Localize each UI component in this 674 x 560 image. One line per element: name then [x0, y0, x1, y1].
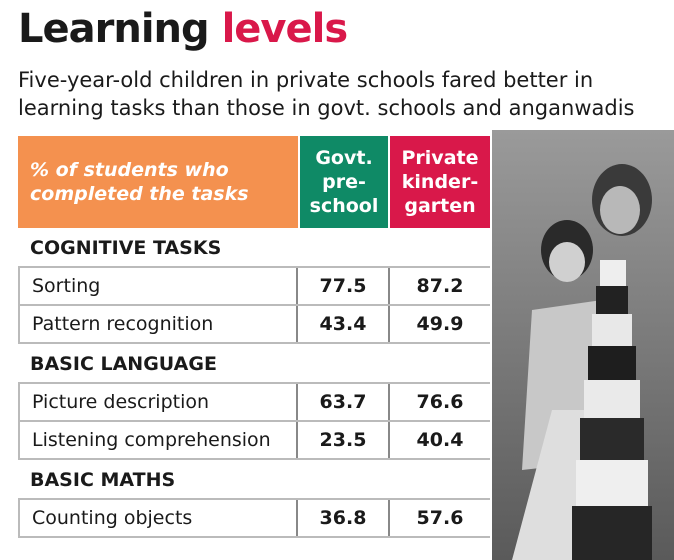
table-row: Listening comprehension 23.5 40.4	[18, 422, 490, 460]
row-label: Pattern recognition	[18, 306, 298, 342]
table-row: Pattern recognition 43.4 49.9	[18, 306, 490, 344]
table-row: Picture description 63.7 76.6	[18, 384, 490, 422]
row-label: Counting objects	[18, 500, 298, 536]
value-cell: 23.5	[298, 422, 390, 458]
header-row: % of students who completed the tasks Govt…	[18, 136, 490, 228]
value-cell: 63.7	[298, 384, 390, 420]
header-line: Govt.	[315, 147, 373, 169]
value-cell: 40.4	[416, 429, 464, 451]
header-line: kinder-	[401, 171, 479, 193]
header-line: % of students who	[30, 159, 229, 181]
column-header: % of students who completed the tasks	[18, 136, 298, 228]
column-header: Govt. pre-school	[300, 136, 388, 228]
table-row: Sorting 77.5 87.2	[18, 268, 490, 306]
value-cell: 49.9	[416, 313, 464, 335]
column-header: Private kinder-garten	[390, 136, 490, 228]
section-title: COGNITIVE TASKS	[18, 228, 490, 268]
table: % of students who completed the tasks Govt…	[18, 136, 490, 538]
table-row: Counting objects 36.8 57.6	[18, 500, 490, 538]
photo	[492, 130, 674, 560]
header-line: pre-	[322, 171, 366, 193]
header-line: Private	[401, 147, 479, 169]
section-title: BASIC LANGUAGE	[18, 344, 490, 384]
title-word: Learning	[18, 6, 210, 52]
value-cell: 77.5	[298, 268, 390, 304]
row-label: Sorting	[18, 268, 298, 304]
row-label: Listening comprehension	[18, 422, 298, 458]
value-cell: 76.6	[416, 391, 464, 413]
title: Learning levels	[18, 6, 349, 52]
value-cell: 87.2	[416, 275, 464, 297]
subtitle: Five-year-old children in private school…	[18, 68, 635, 120]
header-line: garten	[404, 195, 476, 217]
section-title: BASIC MATHS	[18, 460, 490, 500]
title-word: levels	[221, 6, 349, 52]
row-label: Picture description	[18, 384, 298, 420]
value-cell: 43.4	[298, 306, 390, 342]
value-cell: 57.6	[416, 507, 464, 529]
header-line: school	[309, 195, 379, 217]
header-line: completed the tasks	[30, 183, 249, 205]
value-cell: 36.8	[298, 500, 390, 536]
